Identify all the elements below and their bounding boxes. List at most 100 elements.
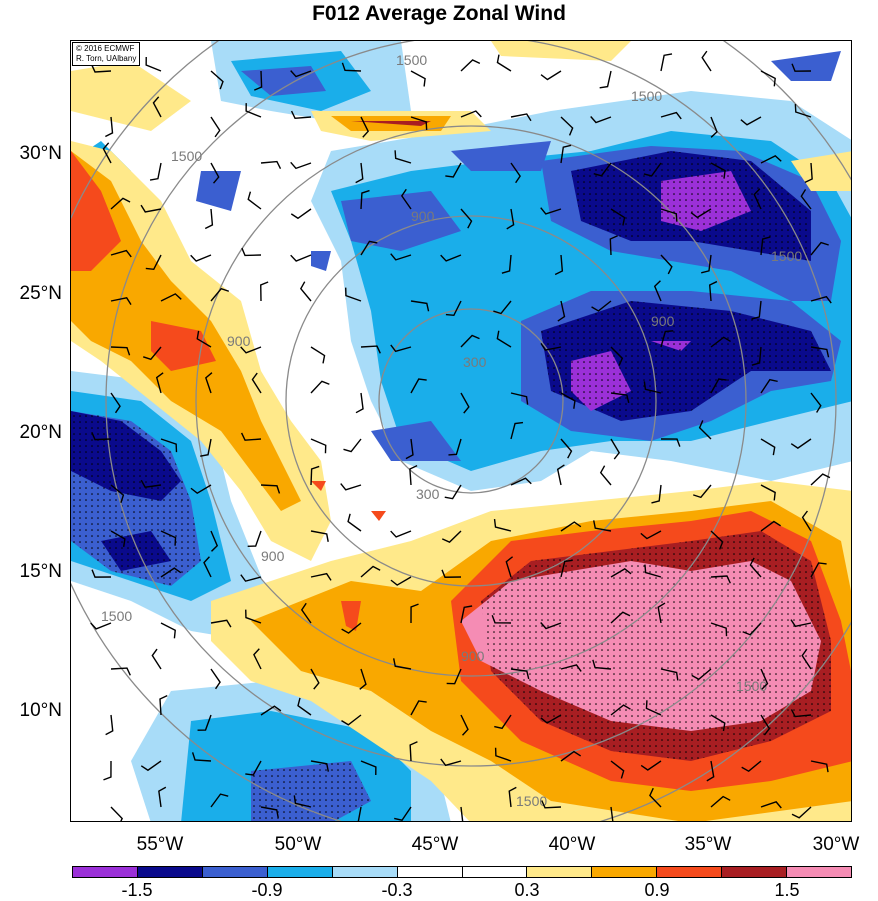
wind-barb [160,530,177,546]
wind-barb [593,520,612,532]
wind-barb [660,438,681,447]
wind-barb [710,116,718,138]
wind-barb [460,806,464,821]
wind-barb [791,63,812,72]
wind-barb [400,188,412,210]
wind-barbs [90,50,832,821]
wind-barb [390,253,412,261]
wind-barb [260,160,282,170]
colorbar-label: 0.9 [644,880,670,900]
wind-barb [297,697,312,716]
wind-barb [460,605,473,624]
wind-barb [710,714,726,732]
map-title: F012 Average Zonal Wind [312,2,566,25]
wind-barb [360,189,370,210]
wind-barb [360,116,369,138]
wind-barb [392,658,412,670]
wind-barb [560,392,576,409]
wind-barb [510,668,530,680]
wind-barb [460,110,482,118]
range-ring-300 [378,308,564,494]
wind-barb [446,668,462,685]
wind-barb [710,795,731,808]
wind-barb [660,254,673,275]
wind-barb [445,300,462,317]
wind-barb [610,208,626,226]
red-orange-region [311,481,326,491]
colorbar [72,866,852,878]
wind-barb [749,557,762,578]
wind-barb [160,438,178,453]
light-yellow-region [71,61,191,131]
colorbar-label: -0.3 [381,880,413,900]
wind-barb [510,421,524,440]
wind-barb [691,668,712,681]
wind-barb [240,346,262,354]
wind-barb [355,392,364,414]
x-axis-label: 55°W [136,834,184,855]
wind-barb [460,59,481,72]
wind-barb [152,96,162,118]
wind-barb [760,236,771,256]
wind-barb [496,54,512,72]
wind-barb [460,334,480,348]
wind-barb [200,438,212,457]
wind-barb [804,162,813,184]
wind-barb [698,420,712,440]
wind-barb [593,162,612,177]
blue-region [196,171,241,211]
wind-barb [360,240,378,256]
y-axis-label: 20°N [19,422,62,443]
wind-barb [510,162,521,184]
wind-barb [599,70,612,89]
wind-barb [205,372,213,394]
ring-label-900: 900 [261,548,285,564]
wind-barb [610,806,614,821]
wind-barb [160,293,182,302]
wind-barb [710,575,731,584]
y-axis-label: 10°N [19,700,62,721]
wind-barb [105,116,114,138]
wind-barb [644,564,662,578]
ring-label-1500: 1500 [736,678,767,694]
wind-barb [110,667,131,676]
range-ring-900 [195,125,747,677]
wind-barb [591,300,612,312]
wind-barb [496,330,512,348]
wind-barb [610,611,631,624]
blue-region [311,251,331,271]
wind-barb [810,295,832,304]
wind-barb [299,281,312,302]
wind-barb [810,346,830,358]
wind-barb [341,714,362,726]
range-ring-600 [285,215,657,587]
wind-barb [110,346,131,356]
colorbar-swatch [657,867,723,877]
wind-barb [160,567,182,578]
wind-barb [501,254,512,274]
wind-barb [110,197,131,210]
wind-barb [753,188,762,210]
colorbar-swatch [462,867,528,877]
copyright-credit: © 2016 ECMWF R. Torn, UAlbany [72,42,141,66]
wind-barb [110,249,132,258]
wind-barb [245,760,262,776]
wind-barb [260,484,281,494]
colorbar-swatch [267,867,333,877]
wind-barb [159,695,168,716]
wind-barb [491,615,512,624]
wind-barb [347,513,362,532]
colorbar-swatch [332,867,398,877]
wind-barb [710,378,727,394]
wind-barb [410,300,430,312]
wind-barb [390,576,412,586]
wind-barb [410,603,419,624]
wind-barb [599,465,612,486]
wind-barb [360,760,377,775]
wind-barb [290,110,312,120]
colorbar-swatch [527,867,593,877]
wind-barb [557,300,566,322]
wind-barb [790,709,812,718]
wind-barb [110,392,121,414]
ring-label-900: 900 [411,208,435,224]
